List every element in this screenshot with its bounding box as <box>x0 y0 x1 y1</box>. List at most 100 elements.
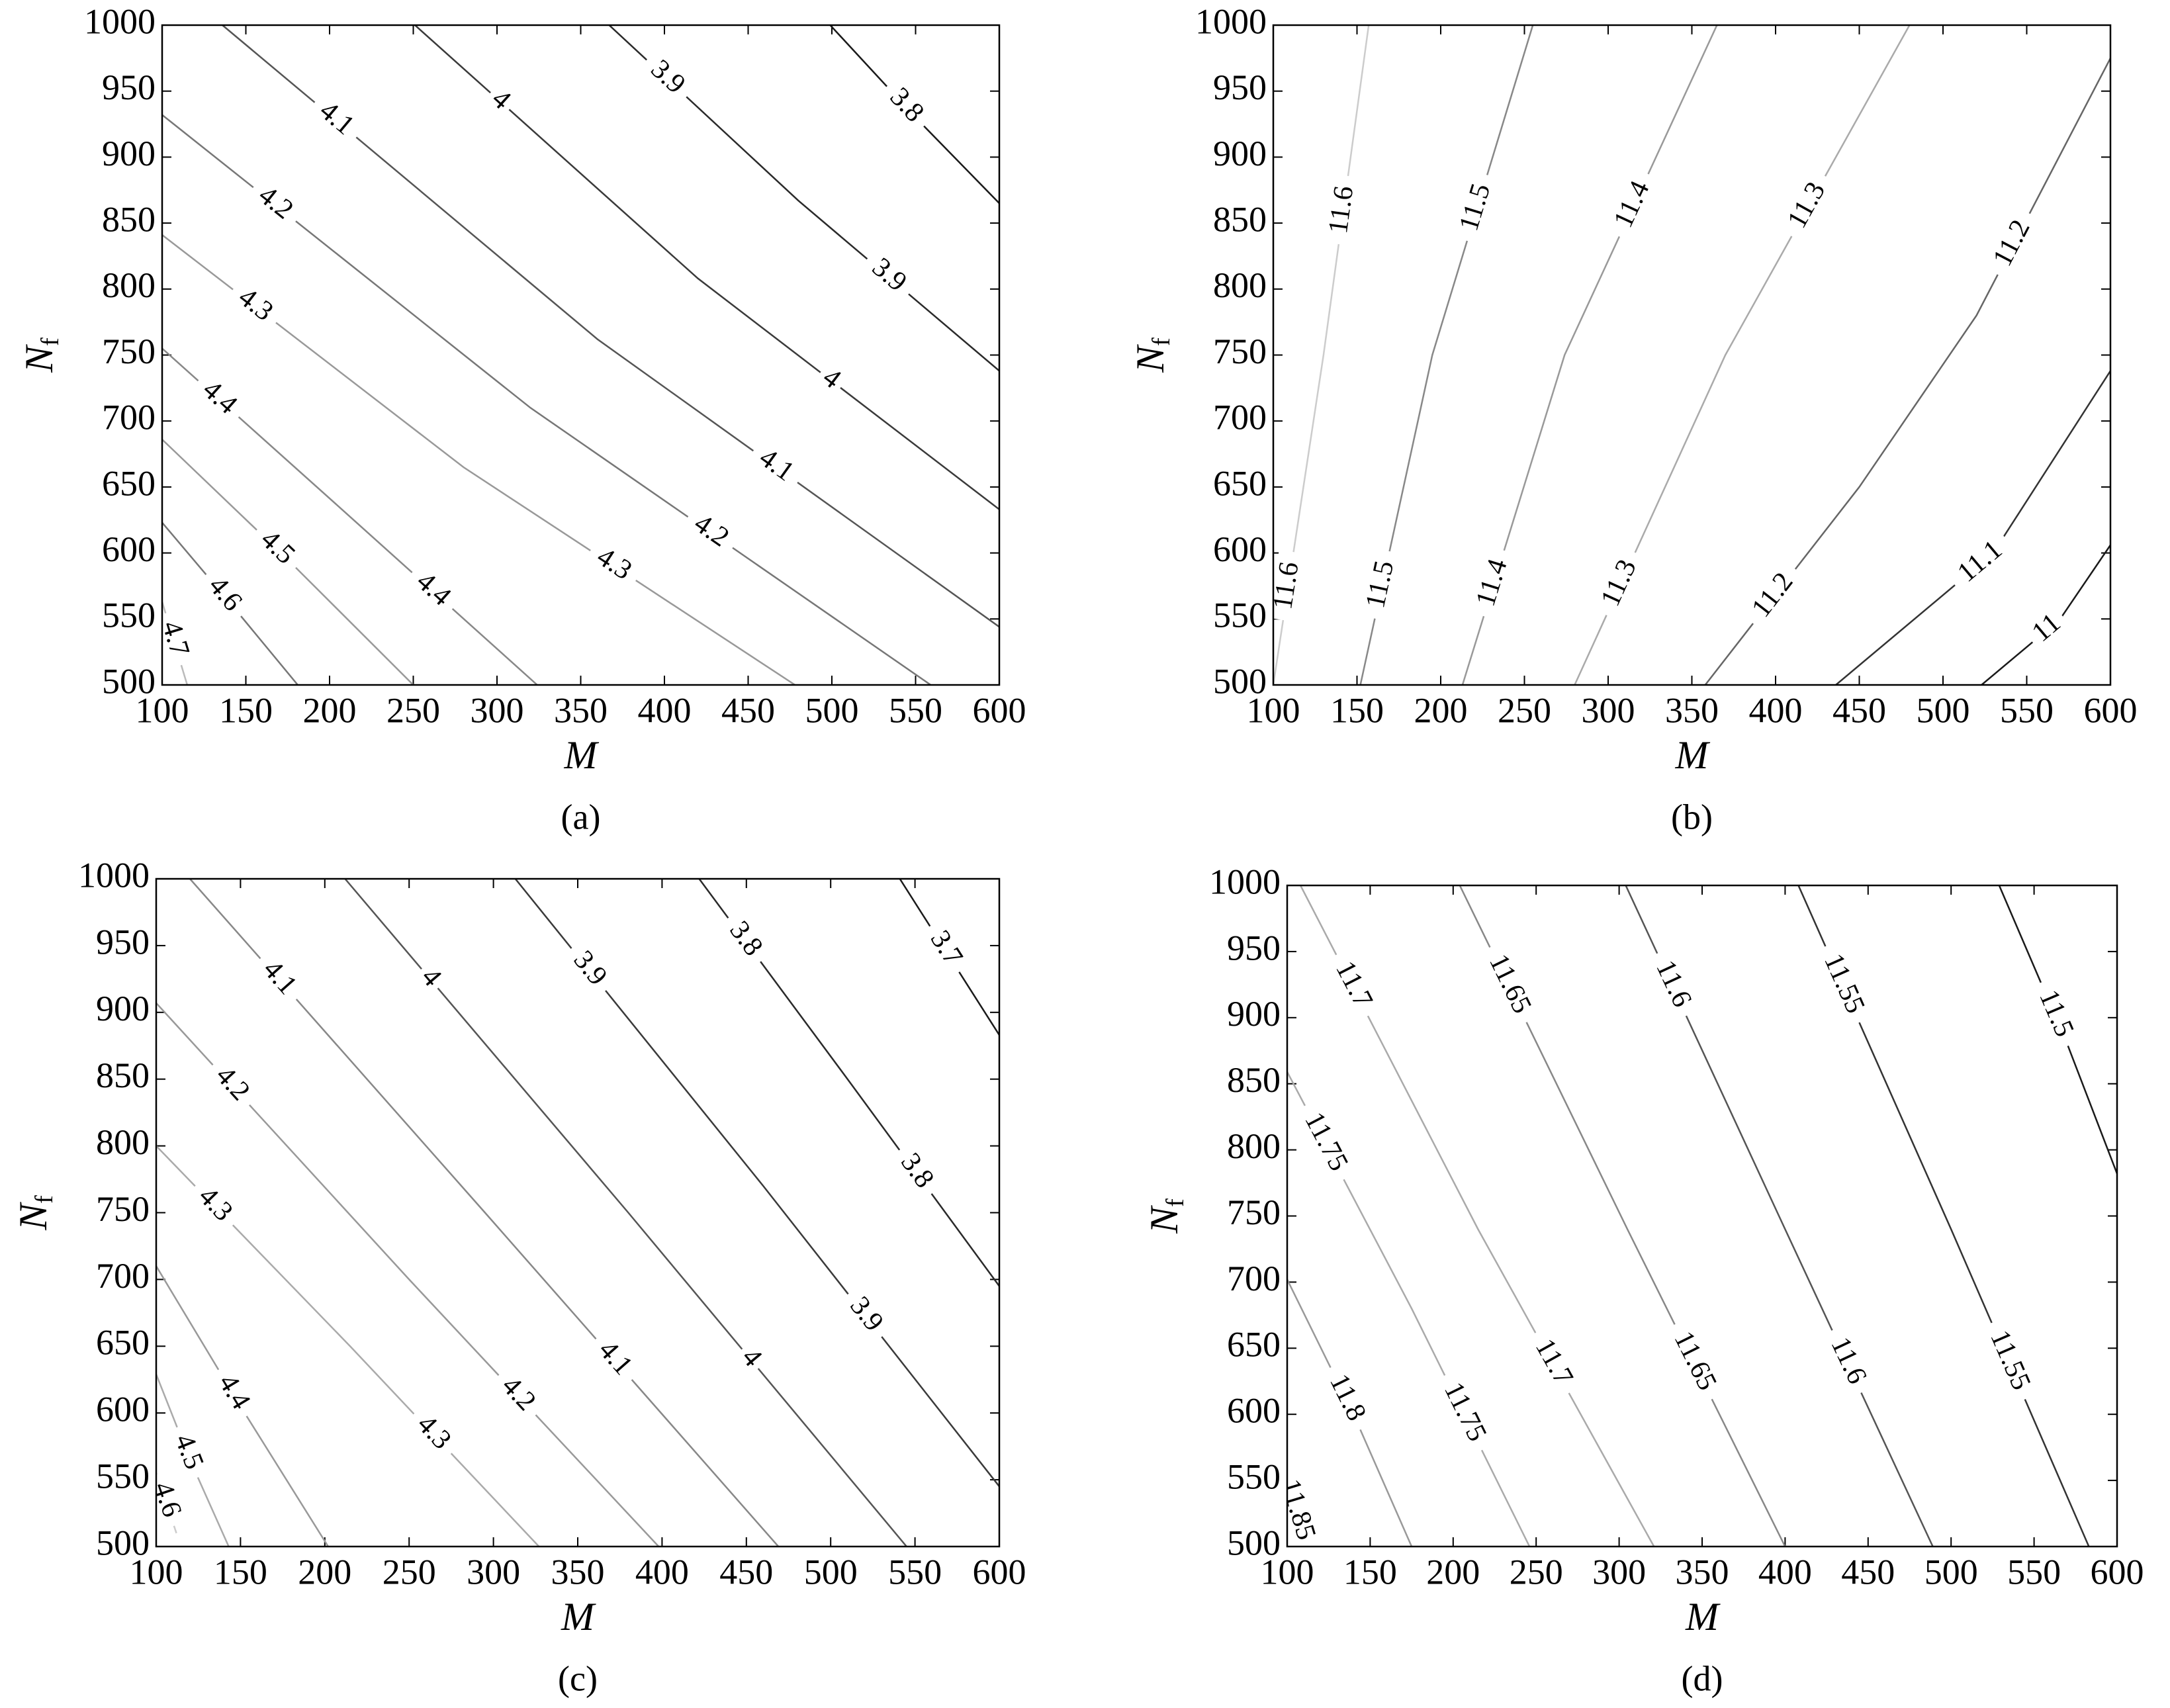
y-axis-label-main: N <box>1128 344 1172 373</box>
caption: (b) <box>1671 797 1713 836</box>
x-tick-label: 600 <box>973 1552 1026 1592</box>
contour-label-group: 4.4 <box>206 1362 259 1424</box>
y-tick-label: 850 <box>102 199 156 239</box>
y-tick-label: 800 <box>1227 1126 1281 1166</box>
contour-label-group: 4.1 <box>745 439 806 494</box>
contour-label-group: 11.65 <box>1661 1318 1725 1406</box>
contour-label-bg <box>1317 1361 1375 1436</box>
y-tick-label: 750 <box>102 332 156 371</box>
y-tick-label: 900 <box>1213 134 1267 173</box>
contours: 3.83.93.9444.14.14.24.24.34.34.44.44.54.… <box>162 25 999 685</box>
x-tick-label: 550 <box>2000 690 2054 730</box>
x-tick-label: 450 <box>721 690 775 730</box>
contour-label-group: 3.9 <box>560 939 617 1000</box>
panel: 100 150 200 250 300 350 400 450 500 550 600 500 550 6… <box>17 1 1026 836</box>
contour-label-bg <box>582 538 644 593</box>
contour-label-bg <box>1287 1466 1322 1547</box>
contour-label-group: 11.5 <box>1453 171 1502 246</box>
contour-label-bg <box>1985 206 2043 282</box>
contour-label-group: 11.75 <box>1292 1099 1357 1187</box>
x-tick-label: 300 <box>467 1552 520 1592</box>
contour-label-group: 11.4 <box>1605 167 1662 243</box>
contour-label-bg <box>716 909 772 971</box>
y-axis-label-sub: f <box>36 337 64 346</box>
caption: (a) <box>561 797 601 836</box>
x-tick-label: 350 <box>1665 690 1719 730</box>
contour-label-group: 11.7 <box>1522 1326 1582 1400</box>
contour-label-group: 4.2 <box>244 175 305 233</box>
y-axis-label: Nf <box>11 1195 58 1231</box>
contour-label-bg <box>1360 548 1404 622</box>
contour-line <box>344 879 907 1547</box>
x-tick-label: 400 <box>635 1552 689 1592</box>
y-tick-label: 600 <box>96 1390 150 1429</box>
contour-label-bg <box>1522 1326 1582 1400</box>
x-tick-label: 550 <box>888 1552 942 1592</box>
x-tick-label: 100 <box>136 690 189 730</box>
contour-label-bg <box>836 1284 893 1346</box>
contour-label-bg <box>1945 529 2017 596</box>
contour-label-bg <box>2023 605 2073 654</box>
y-axis-label-sub: f <box>1148 337 1175 346</box>
contour-label-bg <box>163 1421 211 1484</box>
contour-label-group: 11.6 <box>1644 947 1699 1022</box>
contour-label-group: 11.6 <box>1323 173 1363 247</box>
contour-label-bg <box>731 1339 770 1378</box>
plot-frame <box>161 24 1001 686</box>
x-tick-label: 250 <box>386 690 440 730</box>
x-tick-label: 200 <box>1426 1552 1480 1592</box>
contour-label-bg <box>876 76 934 136</box>
contour-label-bg <box>185 1176 244 1236</box>
x-tick-label: 100 <box>130 1552 183 1592</box>
contour-label-bg <box>680 504 741 560</box>
y-tick-label: 1000 <box>1195 1 1267 41</box>
contour-label-group: 11.2 <box>1741 560 1807 633</box>
x-tick-label: 200 <box>298 1552 351 1592</box>
contour-label-group: 4.7 <box>162 609 196 670</box>
x-tick-label: 100 <box>1261 1552 1314 1592</box>
contour-label-bg <box>811 361 850 400</box>
x-tick-label: 150 <box>219 690 273 730</box>
y-tick-label: 550 <box>1227 1457 1281 1496</box>
x-tick-label: 200 <box>1414 690 1468 730</box>
x-tick-label: 350 <box>1676 1552 1729 1592</box>
contour-label-bg <box>206 1362 259 1424</box>
contour-label-bg <box>858 247 919 306</box>
y-tick-label: 1000 <box>84 1 156 41</box>
contour-label-group: 11.7 <box>1323 948 1381 1023</box>
plot-frame <box>155 877 1001 1548</box>
contour-label-group: 11.5 <box>2027 977 2082 1052</box>
x-tick-label: 150 <box>214 1552 267 1592</box>
y-tick-label: 500 <box>102 661 156 701</box>
y-tick-label: 900 <box>96 989 150 1028</box>
x-tick-label: 600 <box>2091 1552 2144 1592</box>
contour-label-bg <box>410 960 449 998</box>
contour-label-bg <box>244 175 305 233</box>
contour-label-bg <box>1273 549 1308 623</box>
contour-label-group: 11.55 <box>1812 940 1873 1029</box>
x-tick-label: 550 <box>2007 1552 2061 1592</box>
y-tick-label: 800 <box>96 1122 150 1162</box>
x-tick-label: 550 <box>889 690 942 730</box>
y-tick-label: 550 <box>1213 596 1267 635</box>
contour-label-bg <box>305 91 366 149</box>
contour-label-bg <box>2027 977 2082 1052</box>
x-tick-label: 250 <box>1498 690 1551 730</box>
x-tick-label: 500 <box>1917 690 1970 730</box>
contour-label-bg <box>637 49 697 108</box>
contour-label: 11.65 <box>1668 1326 1723 1395</box>
y-tick-label: 900 <box>102 134 156 173</box>
x-tick-label: 350 <box>551 1552 605 1592</box>
y-tick-label: 850 <box>1227 1060 1281 1100</box>
contour-label: 11.75 <box>1298 1107 1354 1176</box>
contour-label-group: 11.75 <box>1431 1369 1495 1457</box>
y-tick-label: 1000 <box>1209 862 1281 901</box>
contour-label-bg <box>745 439 806 494</box>
contour-label-group: 11.3 <box>1779 169 1838 244</box>
plot-frame <box>1286 884 2118 1548</box>
y-tick-label: 500 <box>96 1523 150 1562</box>
contour-label-bg <box>585 1329 643 1390</box>
y-tick-label: 750 <box>1227 1192 1281 1232</box>
